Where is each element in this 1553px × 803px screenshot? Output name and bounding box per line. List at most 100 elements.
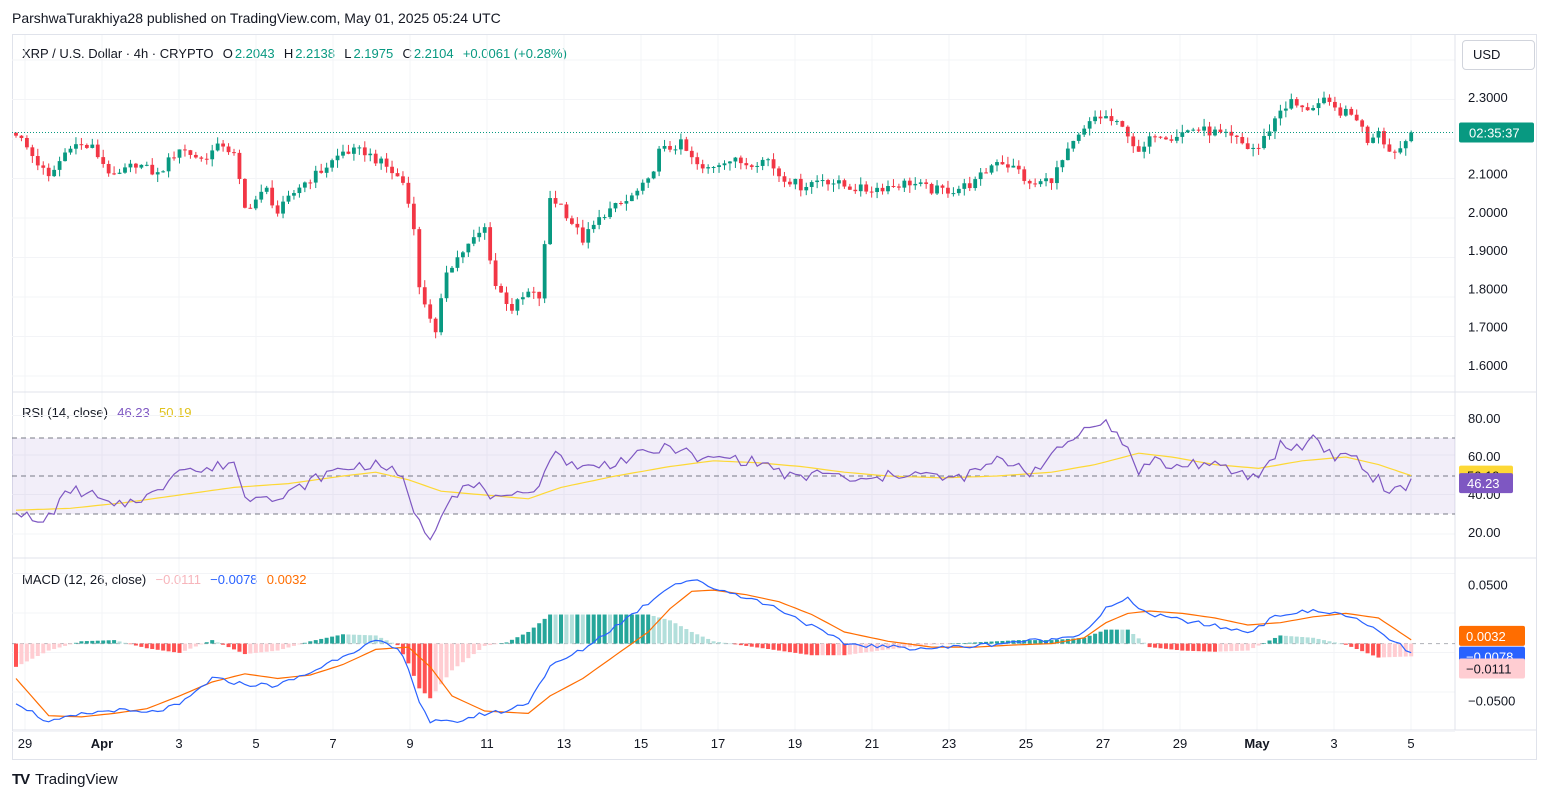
high-value: 2.2138	[295, 46, 335, 61]
macd-histogram-bar	[940, 643, 945, 645]
low-value: 2.1975	[353, 46, 394, 61]
candle-body	[1234, 135, 1239, 138]
candle-body	[580, 227, 585, 243]
candle-body	[68, 148, 73, 153]
candle-body	[1153, 136, 1157, 138]
macd-histogram-bar	[172, 643, 177, 653]
candle-body	[1218, 129, 1223, 133]
macd-histogram-bar	[1267, 640, 1272, 644]
high-label: H	[283, 46, 294, 61]
macd-histogram-bar	[313, 640, 318, 644]
candle-body	[433, 318, 438, 333]
macd-histogram-bar	[924, 643, 929, 646]
macd-histogram-bar	[973, 642, 978, 644]
candle-body	[1060, 160, 1065, 168]
time-tick-label: 13	[557, 736, 571, 751]
currency-button[interactable]: USD	[1462, 40, 1535, 70]
candle-body	[1240, 137, 1245, 144]
macd-histogram-bar	[1131, 633, 1136, 644]
macd-histogram-bar	[668, 620, 672, 644]
symbol-label[interactable]: XRP / U.S. Dollar · 4h · CRYPTO	[22, 46, 214, 61]
candle-body	[940, 185, 945, 188]
macd-histogram-bar	[646, 614, 651, 644]
candle-body	[341, 151, 345, 156]
price-legend: XRP / U.S. Dollar · 4h · CRYPTO O 2.2043 …	[22, 46, 569, 61]
candle-body	[673, 149, 678, 151]
macd-histogram-bar	[35, 643, 40, 656]
candle-body	[471, 237, 476, 244]
macd-histogram-bar	[450, 643, 454, 671]
macd-histogram-bar	[1229, 643, 1234, 652]
macd-histogram-bar	[929, 643, 934, 645]
macd-histogram-bar	[477, 643, 482, 650]
candle-body	[1011, 165, 1016, 168]
macd-label[interactable]: MACD (12, 26, close)	[22, 572, 147, 587]
macd-histogram-bar	[395, 643, 400, 646]
candle-body	[646, 178, 651, 183]
candle-body	[1022, 169, 1027, 181]
candle-body	[1049, 178, 1054, 184]
macd-histogram-bar	[564, 614, 569, 644]
macd-histogram-bar	[57, 643, 62, 648]
rsi-badge-label: 46.23	[1467, 476, 1500, 491]
price-tick-label: 2.0000	[1468, 205, 1508, 220]
candle-body	[1109, 116, 1114, 122]
candle-body	[1174, 136, 1179, 141]
candle-body	[1289, 99, 1294, 109]
macd-histogram-bar	[706, 638, 711, 644]
candle-body	[717, 165, 721, 168]
macd-histogram-bar	[1381, 643, 1386, 658]
candle-body	[755, 165, 760, 167]
macd-histogram-bar	[281, 643, 286, 650]
macd-histogram-bar	[1327, 641, 1332, 644]
candle-body	[161, 171, 166, 173]
candle-body	[1382, 131, 1386, 145]
candle-body	[450, 267, 454, 273]
macd-histogram-bar	[809, 643, 814, 656]
macd-histogram-bar	[1349, 643, 1354, 647]
candle-body	[422, 287, 427, 305]
macd-histogram-bar	[275, 643, 280, 651]
macd-histogram-bar	[711, 641, 716, 644]
rsi-label[interactable]: RSI (14, close)	[22, 405, 108, 420]
macd-histogram-bar	[488, 643, 493, 646]
footer-brand[interactable]: TV TradingView	[12, 771, 118, 788]
candle-body	[1169, 139, 1174, 141]
candle-body	[629, 195, 634, 202]
candle-body	[907, 180, 912, 186]
candle-body	[139, 164, 144, 168]
candle-body	[1403, 141, 1408, 149]
candle-body	[853, 189, 858, 192]
candle-body	[1262, 136, 1266, 149]
macd-histogram-bar	[1147, 643, 1152, 648]
candle-body	[330, 160, 334, 168]
price-tick-label: 2.3000	[1468, 90, 1508, 105]
macd-histogram-bar	[962, 643, 967, 644]
candle-body	[809, 182, 814, 187]
open-label: O	[222, 46, 233, 61]
candle-body	[221, 143, 225, 147]
macd-histogram-bar	[199, 643, 204, 645]
macd-histogram-bar	[1305, 637, 1310, 644]
macd-histogram-bar	[640, 614, 645, 644]
candle-body	[1076, 134, 1081, 141]
candle-body	[275, 205, 280, 214]
candle-body	[711, 167, 716, 169]
candle-body	[956, 188, 961, 194]
rsi-line	[15, 418, 1412, 541]
candle-body	[270, 187, 275, 206]
candle-body	[362, 147, 367, 156]
macd-histogram-bar	[226, 643, 231, 648]
macd-histogram-bar	[1343, 643, 1348, 645]
macd-histogram-bar	[24, 643, 29, 662]
candle-body	[608, 208, 612, 218]
candle-body	[1038, 181, 1043, 185]
candle-body	[101, 157, 106, 164]
macd-histogram-bar	[161, 643, 166, 651]
candle-body	[1283, 108, 1288, 111]
candle-body	[373, 153, 378, 164]
candle-body	[657, 148, 661, 172]
candle-body	[493, 260, 498, 286]
candle-body	[619, 202, 623, 204]
